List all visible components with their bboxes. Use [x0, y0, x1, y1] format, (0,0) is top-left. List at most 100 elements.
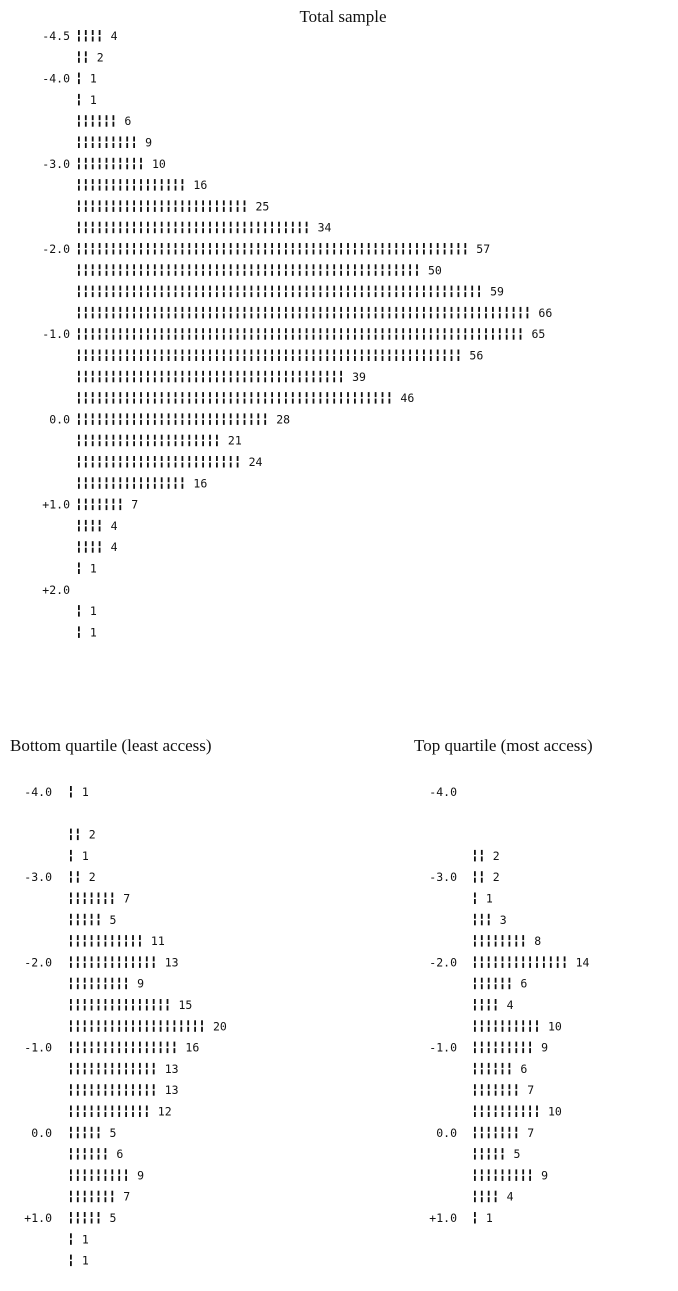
tally-mark — [250, 306, 253, 312]
tally-mark — [416, 249, 418, 255]
tally-mark — [84, 349, 87, 355]
tally-mark — [90, 920, 93, 926]
tally-mark — [209, 200, 211, 206]
tally-mark — [271, 306, 273, 312]
count-label: 9 — [137, 977, 144, 991]
tally-mark — [160, 221, 163, 227]
tally-mark — [125, 1112, 127, 1117]
tally-mark — [78, 306, 80, 312]
tally-mark — [90, 1105, 93, 1111]
tally-mark — [104, 941, 107, 947]
tally-mark — [167, 328, 170, 334]
tally-mark — [78, 498, 80, 504]
tally-mark — [70, 1154, 72, 1160]
tally-mark — [333, 334, 336, 340]
tally-mark — [119, 328, 122, 334]
tally-mark — [98, 349, 101, 355]
tally-mark — [480, 1005, 483, 1011]
tally-mark — [209, 228, 211, 234]
tally-mark — [222, 349, 225, 355]
tally-mark — [70, 786, 72, 791]
tally-mark — [291, 392, 294, 398]
tally-mark — [70, 877, 72, 883]
tally-mark — [512, 328, 515, 334]
tally-mark — [76, 984, 79, 990]
histogram-bar — [78, 541, 101, 553]
tally-mark — [478, 306, 480, 312]
tally-mark — [83, 1041, 86, 1047]
tally-mark — [147, 221, 149, 227]
tally-mark — [487, 1069, 490, 1075]
tally-mark — [70, 849, 72, 855]
tally-mark — [98, 456, 101, 461]
tally-mark — [78, 541, 80, 547]
tally-mark — [229, 462, 232, 468]
tally-mark — [105, 143, 108, 148]
tally-mark — [195, 206, 198, 212]
tally-mark — [153, 292, 156, 298]
tally-mark — [395, 249, 398, 255]
tally-mark — [188, 441, 191, 447]
tally-mark — [91, 36, 94, 42]
tally-mark — [494, 1148, 497, 1154]
tally-mark — [140, 206, 142, 212]
tally-mark — [112, 243, 115, 248]
tick-label: -1.0 — [24, 1041, 52, 1055]
tally-mark — [118, 941, 121, 947]
tally-mark — [167, 228, 170, 234]
count-label: 59 — [490, 285, 504, 299]
tally-mark — [76, 1190, 79, 1196]
tally-mark — [536, 956, 538, 962]
tally-mark — [271, 221, 273, 227]
tally-mark — [91, 306, 94, 312]
tally-mark — [152, 962, 155, 968]
tally-mark — [312, 398, 315, 404]
tally-mark — [216, 356, 218, 361]
tally-mark — [243, 419, 246, 425]
tally-mark — [98, 228, 101, 234]
tally-mark — [222, 456, 225, 461]
tally-mark — [153, 243, 156, 248]
tally-mark — [222, 377, 225, 383]
tally-mark — [229, 292, 232, 298]
count-label: 65 — [532, 327, 546, 341]
tally-mark — [97, 1020, 100, 1026]
tally-mark — [229, 221, 232, 227]
tally-mark — [76, 1090, 79, 1096]
tally-mark — [153, 221, 156, 227]
tally-mark — [195, 328, 198, 334]
count-label: 34 — [318, 221, 332, 235]
tally-mark — [271, 313, 273, 319]
tally-mark — [222, 398, 225, 404]
tally-mark — [416, 292, 418, 298]
tally-mark — [167, 206, 170, 212]
tally-mark — [395, 313, 398, 319]
tally-mark — [105, 270, 108, 276]
tally-mark — [243, 243, 246, 248]
tally-mark — [97, 1154, 100, 1160]
tally-mark — [91, 392, 94, 398]
tally-mark — [76, 999, 79, 1004]
tally-mark — [480, 962, 483, 968]
tally-mark — [126, 356, 129, 361]
tally-mark — [409, 249, 411, 255]
tally-mark — [278, 270, 280, 276]
tally-mark — [90, 1197, 93, 1203]
tally-mark — [83, 1069, 86, 1075]
tally-mark — [119, 143, 122, 148]
tally-mark — [536, 1020, 538, 1026]
tally-mark — [326, 292, 329, 298]
tally-mark — [76, 1212, 79, 1217]
tally-mark — [381, 270, 384, 276]
tally-mark — [319, 328, 322, 334]
histogram-bar — [78, 349, 460, 361]
histogram-bar — [78, 179, 184, 191]
tally-mark — [84, 392, 87, 398]
tally-mark — [429, 306, 432, 312]
tally-mark — [90, 1048, 93, 1054]
tally-mark — [485, 328, 487, 334]
tally-mark — [416, 264, 418, 270]
tally-mark — [333, 270, 336, 276]
tally-mark — [132, 1020, 134, 1026]
tally-mark — [202, 441, 204, 447]
